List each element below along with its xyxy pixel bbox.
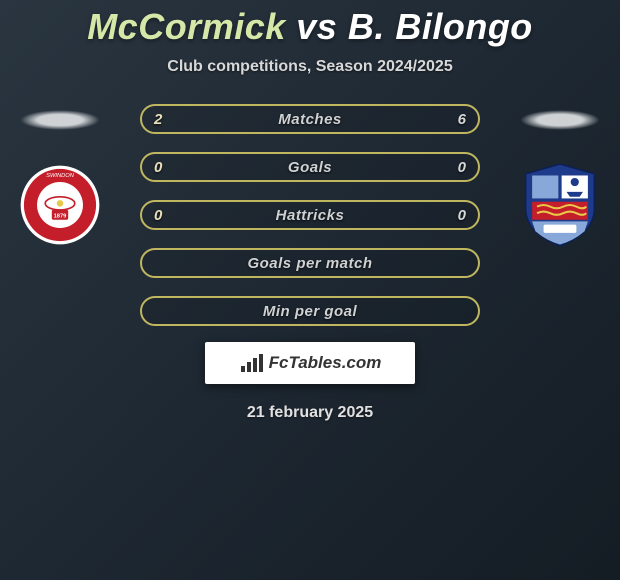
player1-avatar-placeholder (20, 110, 100, 130)
subtitle: Club competitions, Season 2024/2025 (167, 58, 452, 76)
player2-avatar-placeholder (520, 110, 600, 130)
vs-text: vs (296, 6, 337, 47)
stat-row-hattricks: 0 Hattricks 0 (140, 200, 480, 230)
left-player-column: 1879 SWINDON (0, 104, 120, 248)
stat-label: Goals per match (247, 255, 372, 272)
main-row: 1879 SWINDON 2 Matches 6 0 Goals 0 0 Hat… (0, 104, 620, 326)
player2-name: B. Bilongo (348, 6, 533, 47)
date-text: 21 february 2025 (247, 404, 373, 422)
stat-left-value: 0 (154, 207, 162, 224)
stat-row-matches: 2 Matches 6 (140, 104, 480, 134)
player1-club-crest: 1879 SWINDON (19, 162, 101, 248)
stat-label: Matches (278, 111, 342, 128)
stat-left-value: 0 (154, 159, 162, 176)
stat-row-goals: 0 Goals 0 (140, 152, 480, 182)
stat-row-goals-per-match: Goals per match (140, 248, 480, 278)
stat-left-value: 2 (154, 111, 162, 128)
stat-label: Goals (288, 159, 332, 176)
player2-club-crest (519, 162, 601, 248)
right-player-column (500, 104, 620, 248)
svg-text:SWINDON: SWINDON (46, 173, 75, 179)
player1-name: McCormick (87, 6, 286, 47)
comparison-title: McCormick vs B. Bilongo (87, 6, 533, 48)
stat-label: Min per goal (263, 303, 357, 320)
stat-label: Hattricks (276, 207, 345, 224)
infographic-container: McCormick vs B. Bilongo Club competition… (0, 0, 620, 580)
svg-text:1879: 1879 (54, 213, 67, 219)
stat-right-value: 0 (458, 159, 466, 176)
footer-logo-text: FcTables.com (269, 353, 382, 373)
stat-right-value: 6 (458, 111, 466, 128)
stat-right-value: 0 (458, 207, 466, 224)
stat-row-min-per-goal: Min per goal (140, 296, 480, 326)
fctables-logo: FcTables.com (205, 342, 415, 384)
stats-column: 2 Matches 6 0 Goals 0 0 Hattricks 0 Goal… (120, 104, 500, 326)
